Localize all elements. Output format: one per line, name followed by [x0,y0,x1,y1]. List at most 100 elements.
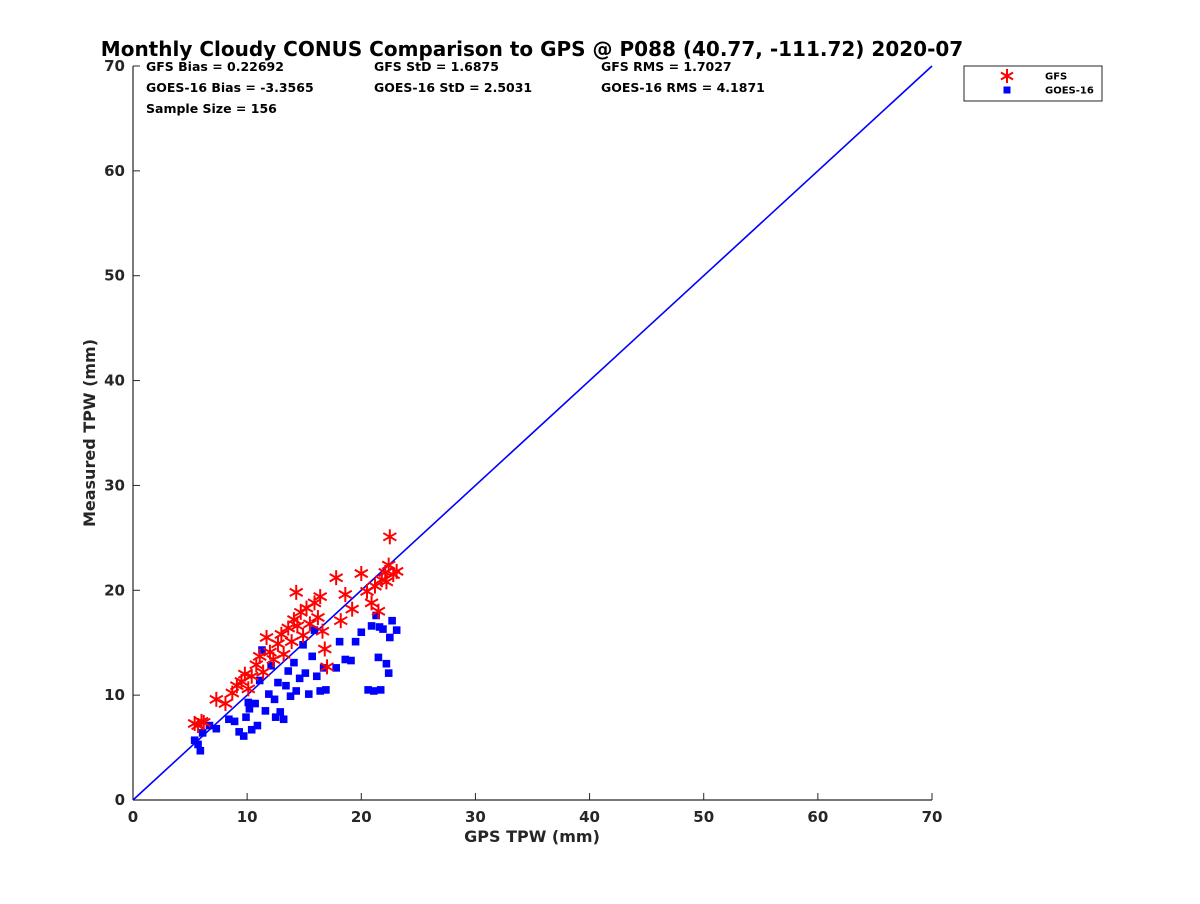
goes16-point [190,736,199,745]
goes16-point [271,713,280,721]
axes: 0 10 20 30 40 50 60 70 0 10 20 30 40 50 60 70 [104,57,942,826]
stat-text: GFS RMS = 1.7027 [601,59,732,74]
legend-gfs-marker [1000,69,1014,83]
x-tick-label: 10 [237,808,258,826]
goes16-point [196,746,205,755]
goes16-point [370,687,378,695]
stats-annotation: GFS Bias = 0.22692 GFS StD = 1.6875 GFS RM… [146,59,765,116]
y-tick-label: 40 [104,372,125,390]
gfs-point [296,627,311,643]
y-axis-label: Measured TPW (mm) [80,339,99,527]
gfs-point [379,574,394,590]
gfs-point [256,664,271,680]
goes16-point [198,729,207,737]
gfs-point [329,570,344,586]
gfs-point [196,714,211,730]
gfs-point [333,613,348,629]
goes16-point [258,646,266,654]
goes16-point [247,725,256,734]
goes16-point [284,667,293,675]
gfs-point [315,623,330,639]
goes16-point [364,686,372,694]
gfs-point [345,601,360,617]
stat-text: GFS StD = 1.6875 [374,59,499,74]
gfs-point [218,696,233,712]
legend-gfs-label: GFS [1045,72,1067,83]
goes16-point [367,622,376,630]
goes16-point [276,708,285,716]
goes16-point [374,653,383,662]
y-tick-label: 30 [104,476,125,494]
legend-goes16-label: GOES-16 [1045,86,1094,97]
x-tick-label: 60 [807,808,828,826]
y-tick-label: 20 [104,581,125,599]
goes16-point [341,655,350,664]
goes16-point [244,698,253,707]
x-tick-label: 50 [693,808,714,826]
x-axis-label: GPS TPW (mm) [464,827,600,846]
gfs-point [244,668,259,684]
goes16-point [347,656,355,665]
goes16-point [386,633,394,642]
goes16-point [279,715,288,724]
gfs-point [364,595,379,611]
gfs-point [389,563,404,579]
x-tick-label: 40 [579,808,600,826]
gfs-point [302,616,317,632]
goes16-point [382,659,391,668]
goes16-point [299,641,307,649]
goes16-point [310,626,319,634]
goes16-point [388,616,396,625]
x-tick-label: 30 [465,808,486,826]
goes16-point [194,740,202,749]
goes16-point [212,724,221,733]
goes16-point [270,695,279,704]
y-tick-label: 10 [104,686,125,704]
goes16-point [351,637,360,646]
gfs-point [320,659,335,675]
goes16-point [267,661,275,670]
goes16-point [392,626,401,634]
stat-text: GOES-16 Bias = -3.3565 [146,80,314,95]
gfs-point [307,595,322,611]
goes16-point [255,676,264,685]
x-tick-label: 20 [351,808,372,826]
gfs-point [310,610,325,626]
goes16-point [332,664,340,672]
gfs-point [382,529,397,545]
goes16-point [304,690,313,698]
goes16-point [335,637,344,646]
goes16-point [292,687,301,695]
goes16-point [225,715,233,724]
goes16-point [316,687,324,695]
x-tick-label: 0 [128,808,138,826]
goes16-point [357,628,366,637]
gfs-point [274,626,289,642]
gfs-point [338,586,353,602]
chart-title: Monthly Cloudy CONUS Comparison to GPS @… [101,37,963,61]
goes16-point [384,669,393,677]
one-to-one-line-group [132,65,933,801]
gfs-point [276,646,291,662]
goes16-point [265,690,273,698]
goes16-point [261,707,270,715]
goes16-point [235,728,243,736]
gfs-point [367,578,382,594]
goes16-point [282,681,290,690]
goes16-point [308,652,317,661]
stat-text: GOES-16 StD = 2.5031 [374,80,532,95]
goes16-point [239,732,248,740]
stat-text: GOES-16 RMS = 4.1871 [601,80,765,95]
goes16-point [253,721,262,730]
stat-text: GFS Bias = 0.22692 [146,59,284,74]
gfs-point [259,629,274,645]
goes16-point [242,713,250,721]
gfs-point [289,584,304,600]
gfs-point [252,648,267,664]
legend: GFS GOES-16 [963,65,1103,102]
goes16-point [376,686,385,694]
gfs-point [313,589,328,605]
stat-text: Sample Size = 156 [146,101,277,116]
